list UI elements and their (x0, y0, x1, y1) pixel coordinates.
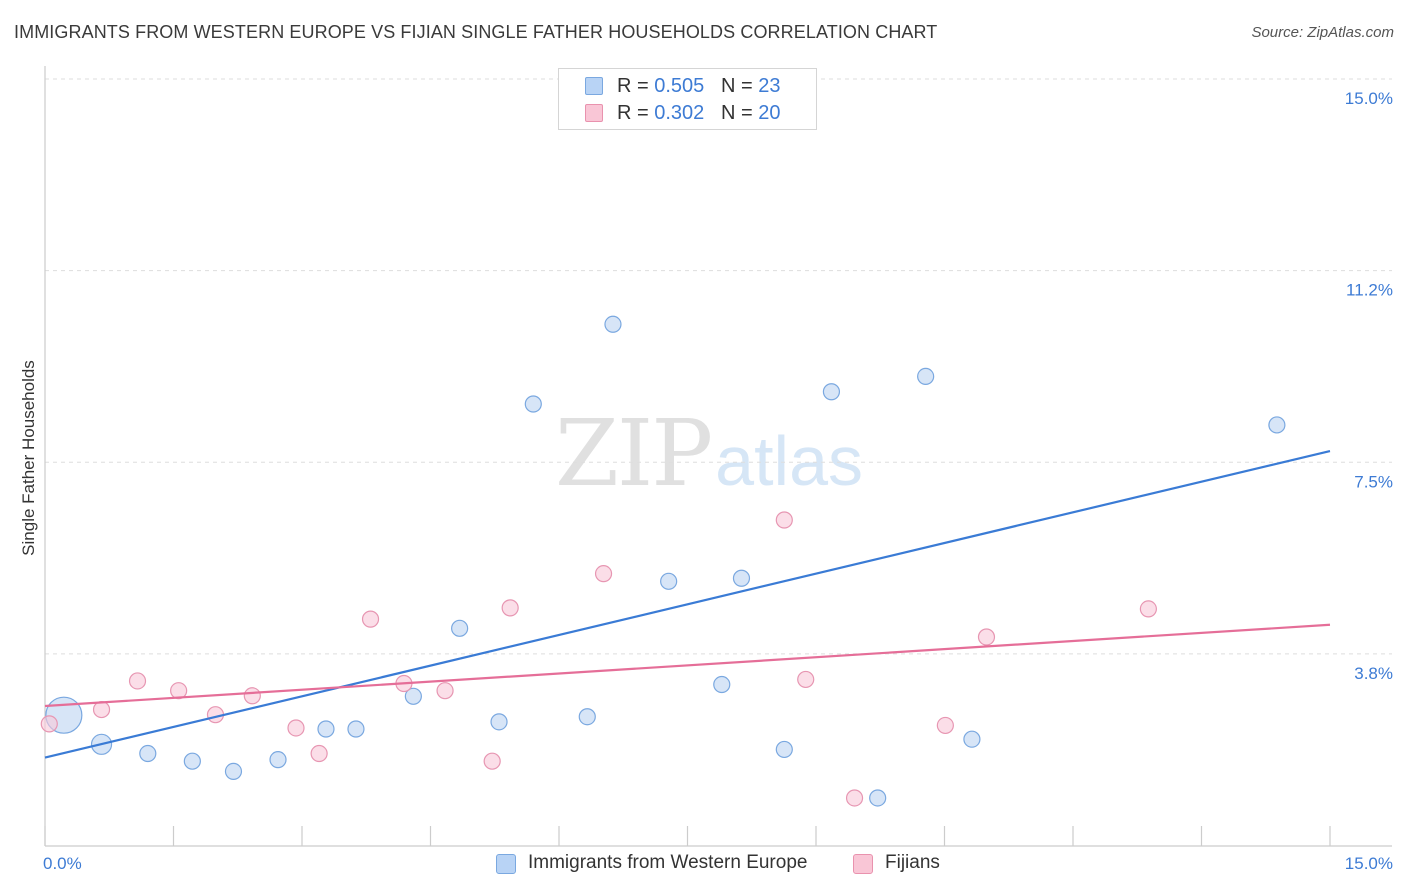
legend-text-pink: R = 0.302 N = 20 (617, 102, 780, 125)
point-fijians (287, 719, 305, 737)
point-immigrants (713, 675, 731, 694)
point-fijians (775, 511, 793, 529)
y-tick-label: 11.2% (1346, 281, 1393, 300)
n-value: 23 (758, 75, 781, 97)
point-immigrants (963, 730, 981, 748)
x-tick-label: 0.0% (43, 854, 82, 873)
r-value: 0.302 (654, 102, 705, 124)
point-immigrants (578, 708, 596, 726)
point-immigrants (732, 569, 751, 587)
point-fijians (501, 599, 519, 617)
point-immigrants (317, 720, 335, 738)
point-fijians (40, 715, 58, 733)
trend-line-fijians (44, 623, 1331, 708)
point-fijians (361, 610, 380, 628)
point-immigrants (822, 383, 841, 401)
legend-swatch-fijians (853, 854, 873, 874)
y-tick-label: 3.8% (1354, 664, 1393, 683)
x-tick-label: 15.0% (1345, 854, 1393, 873)
legend-label-fijians: Fijians (885, 852, 940, 873)
point-fijians (92, 700, 111, 719)
point-immigrants (347, 720, 365, 738)
point-fijians (243, 687, 261, 705)
point-fijians (1139, 600, 1157, 618)
y-tick-label: 7.5% (1354, 472, 1393, 491)
point-fijians (310, 744, 328, 763)
point-immigrants (183, 752, 201, 770)
r-label: R = (617, 75, 649, 97)
point-immigrants (139, 744, 157, 763)
n-label: N = (720, 75, 753, 97)
point-fijians (977, 628, 996, 646)
point-fijians (936, 716, 954, 735)
point-immigrants (404, 687, 422, 705)
point-immigrants (224, 762, 243, 781)
point-fijians (170, 682, 188, 700)
chart-title: IMMIGRANTS FROM WESTERN EUROPE VS FIJIAN… (14, 22, 938, 42)
legend-swatch-pink (585, 104, 603, 122)
legend-text-blue: R = 0.505 N = 23 (617, 75, 780, 98)
point-fijians (483, 752, 501, 770)
point-immigrants (775, 740, 793, 759)
point-immigrants (451, 619, 469, 637)
point-immigrants (490, 713, 508, 731)
point-fijians (128, 672, 147, 690)
series-legend: Immigrants from Western Europe Fijians (0, 850, 1406, 878)
point-fijians (594, 565, 613, 583)
point-immigrants (269, 751, 287, 769)
correlation-legend: R = 0.505 N = 23 R = 0.302 N = 20 (558, 68, 817, 130)
point-immigrants (869, 789, 887, 807)
point-fijians (845, 789, 864, 807)
point-immigrants (1268, 416, 1286, 434)
n-value: 20 (758, 102, 781, 124)
n-label: N = (720, 102, 753, 124)
legend-swatch-blue (585, 77, 603, 95)
point-immigrants (524, 395, 542, 413)
r-value: 0.505 (654, 75, 705, 97)
point-fijians (797, 670, 815, 689)
point-immigrants (917, 367, 935, 386)
point-immigrants (660, 572, 678, 590)
r-label: R = (617, 102, 649, 124)
legend-label-immigrants: Immigrants from Western Europe (528, 852, 808, 873)
y-tick-label: 15.0% (1345, 89, 1393, 108)
legend-swatch-immigrants (496, 854, 516, 874)
y-axis-label: Single Father Households (19, 360, 38, 556)
point-immigrants (604, 315, 622, 333)
source-credit: Source: ZipAtlas.com (1251, 24, 1394, 41)
point-fijians (436, 682, 454, 700)
trend-line-immigrants (44, 449, 1331, 759)
